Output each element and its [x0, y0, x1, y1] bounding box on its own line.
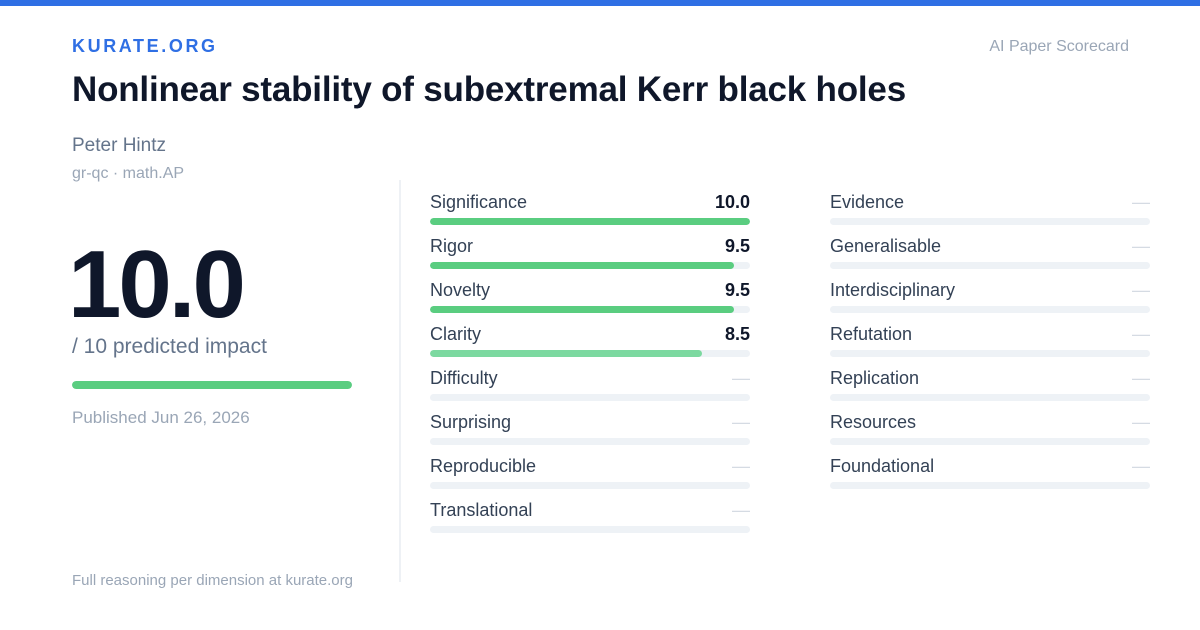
metric-value: — [1132, 412, 1150, 432]
brand-logo[interactable]: KURATE.ORG [72, 36, 218, 56]
metric-interdisciplinary: Interdisciplinary — [830, 280, 1150, 324]
metric-value: — [732, 412, 750, 432]
metric-value: — [1132, 280, 1150, 300]
metric-value: — [1132, 236, 1150, 256]
metric-bar [830, 350, 1150, 357]
published-date: Published Jun 26, 2026 [72, 408, 250, 427]
metric-reproducible: Reproducible — [430, 456, 750, 500]
metric-label: Translational [430, 500, 533, 520]
metric-bar-fill [430, 262, 734, 269]
metric-value: 9.5 [724, 280, 750, 300]
metric-label: Clarity [430, 324, 482, 344]
metric-label: Resources [830, 412, 917, 432]
metric-label: Rigor [430, 236, 474, 256]
metric-label: Generalisable [830, 236, 942, 256]
paper-title: Nonlinear stability of subextremal Kerr … [72, 70, 906, 109]
metric-bar [430, 526, 750, 533]
scorecard-label: AI Paper Scorecard [989, 38, 1129, 55]
impact-score: 10.0 [68, 231, 246, 338]
metric-bar-fill [430, 218, 750, 225]
metric-bar-fill [430, 306, 734, 313]
metric-resources: Resources — [830, 412, 1150, 456]
column-divider [399, 180, 401, 582]
metric-evidence: Evidence — [830, 192, 1150, 236]
metric-label: Reproducible [430, 456, 537, 476]
metric-value: 9.5 [724, 236, 750, 256]
metric-difficulty: Difficulty — [430, 368, 750, 412]
metric-clarity: Clarity 8.5 [430, 324, 750, 368]
metric-label: Interdisciplinary [830, 280, 956, 300]
impact-bar [72, 381, 352, 389]
metric-label: Evidence [830, 192, 905, 212]
metric-label: Surprising [430, 412, 512, 432]
metric-value: — [1132, 368, 1150, 388]
metric-bar [430, 482, 750, 489]
metrics-column-right: Evidence — Generalisable — Interdisciplinary… [830, 192, 1150, 500]
metric-refutation: Refutation — [830, 324, 1150, 368]
metric-value: — [1132, 324, 1150, 344]
metric-replication: Replication — [830, 368, 1150, 412]
metric-value: — [732, 368, 750, 388]
metric-bar [830, 262, 1150, 269]
footer-note[interactable]: Full reasoning per dimension at kurate.o… [72, 572, 353, 589]
metric-label: Replication [830, 368, 920, 388]
metric-label: Refutation [830, 324, 913, 344]
metric-value: — [1132, 456, 1150, 476]
metric-value: — [732, 456, 750, 476]
metric-value: 8.5 [724, 324, 750, 344]
metric-value: — [732, 500, 750, 520]
metric-value: — [1132, 192, 1150, 212]
metric-bar [830, 218, 1150, 225]
metric-novelty: Novelty 9.5 [430, 280, 750, 324]
metric-bar [430, 306, 750, 313]
metric-rigor: Rigor 9.5 [430, 236, 750, 280]
impact-bar-fill [72, 381, 352, 389]
metric-generalisable: Generalisable — [830, 236, 1150, 280]
metric-value: 10.0 [714, 192, 750, 212]
impact-label: / 10 predicted impact [72, 335, 267, 358]
metric-bar [430, 218, 750, 225]
metric-translational: Translational — [430, 500, 750, 544]
top-accent-bar [0, 0, 1200, 6]
metric-bar [830, 438, 1150, 445]
metric-bar [430, 394, 750, 401]
paper-author: Peter Hintz [72, 135, 166, 156]
metric-bar [830, 394, 1150, 401]
metric-bar [830, 306, 1150, 313]
metric-label: Foundational [830, 456, 935, 476]
metric-bar-fill [430, 350, 702, 357]
metric-foundational: Foundational — [830, 456, 1150, 500]
metric-label: Difficulty [430, 368, 498, 388]
paper-categories: gr-qc · math.AP [72, 165, 185, 182]
metric-label: Novelty [430, 280, 491, 300]
metrics-column-left: Significance 10.0 Rigor 9.5 Novelty 9.5 Clarit… [430, 192, 750, 544]
metric-significance: Significance 10.0 [430, 192, 750, 236]
metric-bar [430, 350, 750, 357]
metric-bar [430, 438, 750, 445]
metric-surprising: Surprising — [430, 412, 750, 456]
metric-bar [830, 482, 1150, 489]
metric-bar [430, 262, 750, 269]
metric-label: Significance [430, 192, 528, 212]
